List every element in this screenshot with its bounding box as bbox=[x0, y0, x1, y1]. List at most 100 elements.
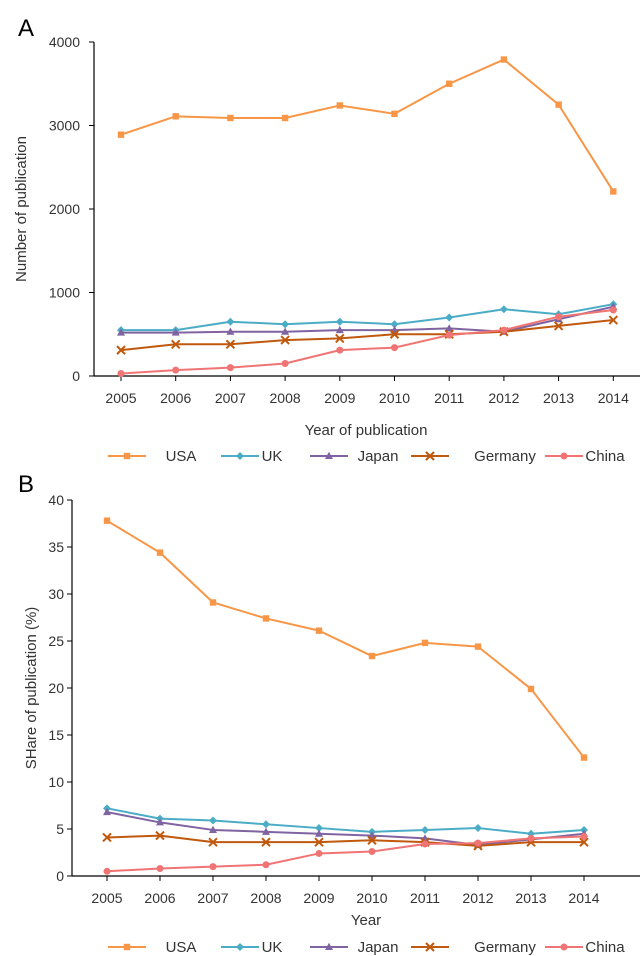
data-point-germany-stroke-b bbox=[280, 335, 290, 345]
data-point-japan bbox=[226, 327, 235, 335]
data-point-china bbox=[368, 848, 376, 856]
data-point-china bbox=[500, 326, 508, 334]
legend-label-china: China bbox=[585, 939, 625, 956]
data-point-germany bbox=[579, 837, 589, 847]
chart-panel-a: A 0 1000 2000 3000 4000 2005 2006 2007 2008 2009 20… bbox=[13, 15, 640, 465]
data-point-usa bbox=[281, 114, 289, 122]
data-point-germany-stroke-b bbox=[261, 837, 271, 847]
data-point-usa bbox=[227, 114, 234, 122]
data-point-usa bbox=[336, 102, 343, 109]
y-tick-label: 5 bbox=[56, 821, 64, 837]
legend-label-japan: Japan bbox=[358, 448, 399, 465]
x-tick-label: 2006 bbox=[160, 390, 191, 406]
data-point-uk bbox=[474, 824, 482, 833]
series-usa bbox=[103, 517, 588, 761]
legend-label-japan: Japan bbox=[358, 939, 399, 956]
data-point-china bbox=[555, 313, 563, 321]
legend: USA UK Japan Germany China bbox=[108, 939, 625, 956]
data-point-germany-stroke-b bbox=[579, 837, 589, 847]
series-line-china bbox=[106, 835, 585, 873]
data-point-japan bbox=[281, 327, 290, 335]
data-point-usa bbox=[555, 101, 562, 108]
data-point-germany bbox=[335, 333, 345, 344]
data-point-germany bbox=[367, 835, 377, 845]
x-tick-label: 2009 bbox=[324, 390, 355, 406]
data-point-usa bbox=[103, 517, 111, 524]
legend-swatch-marker bbox=[425, 942, 435, 952]
x-tick-label: 2014 bbox=[598, 390, 629, 406]
legend-swatch-marker bbox=[123, 943, 131, 951]
data-point-germany bbox=[225, 339, 236, 349]
data-point-japan bbox=[117, 328, 125, 336]
series-line-uk bbox=[121, 303, 614, 332]
data-point-uk bbox=[390, 320, 399, 329]
x-tick-label: 2011 bbox=[410, 890, 440, 906]
legend-swatch-marker bbox=[560, 452, 568, 460]
data-point-usa bbox=[117, 131, 125, 138]
data-point-china bbox=[103, 867, 111, 875]
x-tick-label: 2005 bbox=[91, 890, 122, 906]
x-tick-label: 2010 bbox=[356, 890, 387, 906]
x-tick-label: 2007 bbox=[197, 890, 228, 906]
x-tick-label: 2013 bbox=[543, 390, 574, 406]
y-axis-title: Number of publication bbox=[13, 136, 30, 282]
data-point-usa bbox=[421, 639, 429, 647]
legend: USA UK Japan Germany China bbox=[108, 448, 625, 465]
data-point-japan bbox=[103, 807, 111, 816]
y-tick-label: 10 bbox=[48, 774, 64, 790]
legend-swatch-marker bbox=[560, 943, 568, 951]
data-point-germany bbox=[116, 345, 126, 355]
legend-label-uk: UK bbox=[262, 939, 283, 956]
data-point-germany bbox=[389, 329, 400, 339]
data-point-usa bbox=[172, 113, 179, 120]
y-tick-label: 0 bbox=[72, 368, 80, 384]
data-point-japan bbox=[171, 328, 180, 336]
legend-swatch-marker bbox=[325, 451, 333, 459]
legend-swatch-marker bbox=[325, 942, 333, 950]
series-china bbox=[103, 833, 588, 875]
data-point-uk bbox=[499, 305, 508, 314]
series-line-usa bbox=[120, 58, 615, 192]
data-point-china bbox=[474, 839, 482, 847]
data-point-uk bbox=[209, 816, 217, 825]
data-point-germany bbox=[314, 837, 324, 847]
data-point-usa bbox=[368, 652, 376, 660]
x-axis-title: Year bbox=[351, 912, 381, 929]
y-tick-label: 4000 bbox=[49, 34, 80, 50]
data-point-germany bbox=[170, 339, 181, 349]
x-tick-label: 2008 bbox=[270, 390, 301, 406]
data-point-usa bbox=[580, 754, 588, 761]
data-point-uk bbox=[315, 824, 323, 833]
data-point-germany bbox=[208, 837, 218, 847]
data-point-uk bbox=[281, 320, 290, 329]
series-uk bbox=[103, 804, 588, 838]
chart-panel-b: B 0 5 10 15 20 25 30 35 40 2005 2006 2007 2008 2009 201… bbox=[18, 471, 640, 956]
panel-label: A bbox=[18, 15, 34, 42]
y-tick-label: 15 bbox=[48, 727, 64, 743]
x-tick-label: 2013 bbox=[515, 890, 546, 906]
y-tick-label: 2000 bbox=[49, 201, 80, 217]
data-point-germany bbox=[280, 335, 290, 345]
data-point-japan bbox=[335, 325, 344, 334]
x-tick-label: 2006 bbox=[144, 890, 175, 906]
data-point-germany bbox=[102, 832, 112, 843]
data-point-usa bbox=[500, 56, 508, 63]
series-line-germany bbox=[106, 834, 584, 847]
data-point-china bbox=[421, 840, 429, 848]
data-point-japan bbox=[445, 324, 454, 332]
data-point-germany-stroke-b bbox=[389, 329, 400, 339]
x-tick-label: 2008 bbox=[250, 890, 281, 906]
x-axis-title: Year of publication bbox=[305, 422, 428, 439]
data-point-germany-stroke-b bbox=[155, 830, 165, 841]
legend-swatch-marker bbox=[425, 451, 435, 461]
data-point-china bbox=[226, 364, 234, 372]
data-point-germany bbox=[553, 321, 564, 331]
data-point-uk bbox=[335, 317, 344, 326]
x-tick-label: 2007 bbox=[215, 390, 246, 406]
data-point-germany-stroke-b bbox=[553, 321, 564, 331]
data-point-usa bbox=[527, 685, 535, 693]
data-point-china bbox=[156, 864, 164, 872]
y-tick-label: 0 bbox=[56, 868, 64, 884]
data-point-china bbox=[609, 306, 617, 314]
data-point-germany-stroke-b bbox=[335, 333, 345, 344]
